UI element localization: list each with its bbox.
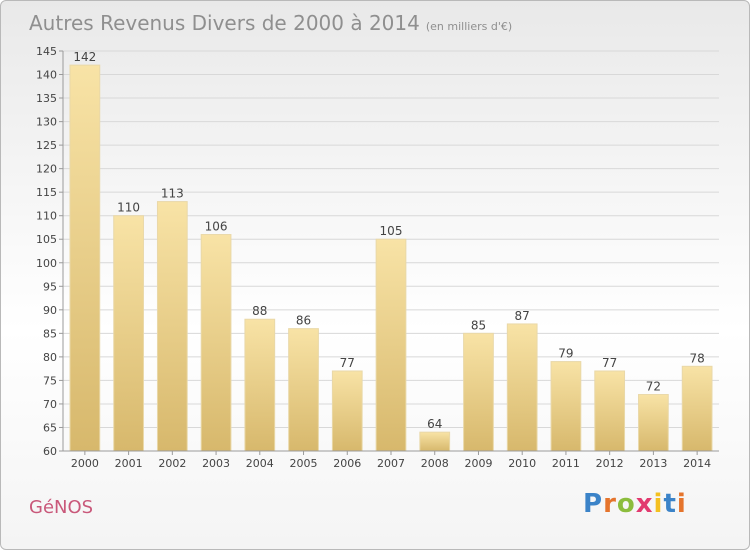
data-label: 142 — [73, 50, 96, 64]
data-label: 113 — [161, 187, 184, 201]
y-tick-label: 130 — [36, 116, 57, 129]
x-tick-label: 2000 — [71, 457, 99, 470]
bar — [419, 431, 451, 452]
x-tick-label: 2010 — [508, 457, 536, 470]
logo-letter: o — [616, 489, 636, 519]
place-name: GéNOS — [29, 497, 94, 518]
chart-title-text: Autres Revenus Divers de 2000 à 2014 — [29, 11, 420, 35]
bar — [331, 370, 363, 452]
data-label: 86 — [296, 314, 311, 328]
y-tick-label: 115 — [36, 186, 57, 199]
y-tick-label: 85 — [43, 327, 57, 340]
data-label: 72 — [646, 380, 661, 394]
bar — [681, 365, 713, 452]
x-tick-label: 2009 — [464, 457, 492, 470]
y-tick-label: 135 — [36, 92, 57, 105]
y-tick-label: 65 — [43, 421, 57, 434]
data-label: 64 — [427, 417, 442, 431]
bar — [156, 201, 188, 452]
chart-unit: (en milliers d'€) — [425, 20, 513, 33]
chart-title: Autres Revenus Divers de 2000 à 2014 (en … — [29, 11, 512, 35]
x-tick-label: 2003 — [202, 457, 230, 470]
data-label: 87 — [515, 309, 530, 323]
bar — [463, 332, 494, 452]
y-tick-label: 105 — [36, 233, 57, 246]
bar — [506, 323, 538, 452]
x-tick-label: 2008 — [421, 457, 449, 470]
y-tick-label: 95 — [43, 280, 57, 293]
bar — [113, 215, 144, 452]
x-tick-label: 2002 — [158, 457, 186, 470]
bar — [288, 328, 319, 452]
data-label: 79 — [558, 347, 573, 361]
logo-letter: r — [603, 489, 617, 519]
bar — [550, 361, 582, 452]
x-tick-label: 2006 — [333, 457, 361, 470]
proxiti-logo: Proxiti — [583, 489, 687, 519]
x-tick-label: 2007 — [377, 457, 405, 470]
x-tick-label: 2005 — [290, 457, 318, 470]
logo-letter: x — [635, 489, 654, 519]
x-tick-label: 2001 — [115, 457, 143, 470]
data-label: 110 — [117, 201, 140, 215]
bar — [638, 394, 669, 452]
x-tick-label: 2013 — [639, 457, 667, 470]
x-tick-label: 2004 — [246, 457, 274, 470]
y-tick-label: 90 — [43, 304, 57, 317]
data-label: 105 — [380, 224, 403, 238]
bar — [375, 238, 407, 452]
y-tick-label: 80 — [43, 351, 57, 364]
y-tick-label: 140 — [36, 69, 57, 82]
x-tick-label: 2012 — [596, 457, 624, 470]
y-tick-label: 145 — [36, 45, 57, 58]
data-label: 106 — [205, 220, 228, 234]
bar — [594, 370, 626, 452]
y-tick-label: 120 — [36, 163, 57, 176]
logo-letter: P — [583, 489, 604, 519]
data-label: 77 — [602, 356, 617, 370]
x-tick-label: 2014 — [683, 457, 711, 470]
logo-letter: i — [676, 489, 687, 519]
data-label: 85 — [471, 318, 486, 332]
logo-letter: t — [663, 489, 677, 519]
y-tick-label: 60 — [43, 445, 57, 458]
y-tick-label: 70 — [43, 398, 57, 411]
data-label: 77 — [340, 356, 355, 370]
y-tick-label: 110 — [36, 210, 57, 223]
bar — [200, 234, 232, 452]
bar — [244, 318, 276, 452]
x-tick-label: 2011 — [552, 457, 580, 470]
logo-letter: i — [653, 489, 664, 519]
y-tick-label: 100 — [36, 257, 57, 270]
bar — [69, 64, 101, 452]
data-label: 78 — [689, 351, 704, 365]
y-tick-label: 125 — [36, 139, 57, 152]
data-label: 88 — [252, 304, 267, 318]
y-tick-label: 75 — [43, 374, 57, 387]
